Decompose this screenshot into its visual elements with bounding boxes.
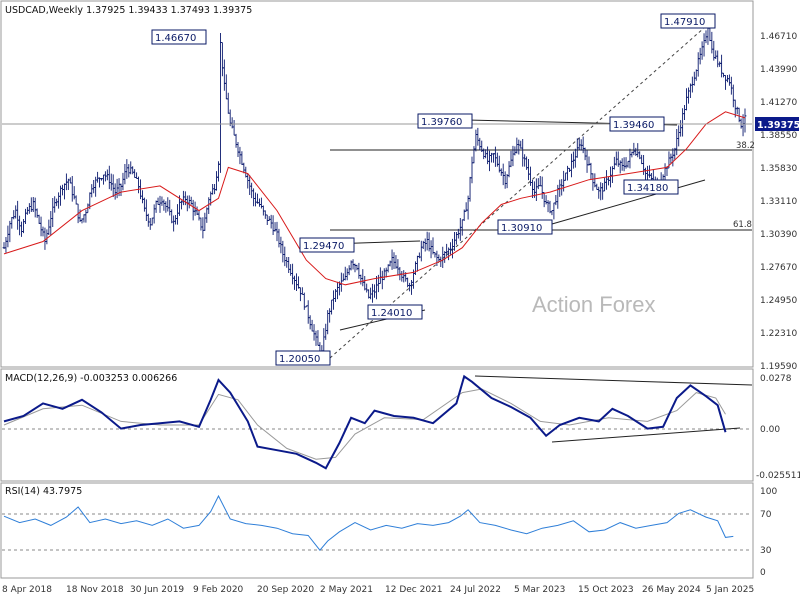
x-tick: 15 Oct 2023 <box>578 585 634 595</box>
price-bar <box>743 108 747 133</box>
price-y-tick: 1.46710 <box>760 32 797 42</box>
level-1-2401: 1.24010 <box>371 308 412 319</box>
price-pane-frame <box>0 0 754 368</box>
rsi-y-tick: 0 <box>760 568 766 578</box>
x-tick: 30 Jun 2019 <box>130 585 184 595</box>
rsi-pane-header: RSI(14) 43.7975 <box>5 486 82 497</box>
x-tick: 18 Nov 2018 <box>66 585 124 595</box>
level-labels: 1.46670 1.47910 1.39760 1.39460 1.34180 … <box>151 13 716 366</box>
price-y-tick: 1.27670 <box>760 263 797 273</box>
macd-upper-trendline <box>474 375 753 386</box>
rsi-pane-frame <box>0 482 754 579</box>
x-tick: 8 Apr 2018 <box>2 585 52 595</box>
x-tick: 26 May 2024 <box>642 585 701 595</box>
level-box <box>497 219 553 235</box>
price-y-tick: 1.41270 <box>760 98 797 108</box>
diagonal-trendline <box>329 19 714 359</box>
price-y-tick: 1.43990 <box>760 65 797 75</box>
price-y-tick: 1.35830 <box>760 164 797 174</box>
level-1-2005: 1.20050 <box>279 354 320 365</box>
price-y-tick: 1.33110 <box>760 197 797 207</box>
macd-lower-trendline <box>551 427 741 443</box>
level-1-3418: 1.34180 <box>627 183 668 194</box>
fib-61-label: 61.8 <box>733 220 752 230</box>
price-y-tick: 1.22310 <box>760 329 797 339</box>
price-y-tick: 1.24950 <box>760 296 797 306</box>
level-box <box>660 13 716 29</box>
price-y-tick: 1.30390 <box>760 230 797 240</box>
x-tick: 2 May 2021 <box>320 585 373 595</box>
x-tick: 5 Jan 2025 <box>706 585 754 595</box>
x-tick: 9 Feb 2020 <box>193 585 244 595</box>
current-price-tag <box>755 117 799 131</box>
macd-y-tick: 0.00 <box>760 425 780 435</box>
price-y-ticks: 1.46710 1.43990 1.41270 1.38550 1.35830 … <box>760 32 797 372</box>
level-box <box>151 29 207 45</box>
moving-average-line <box>3 111 746 286</box>
x-tick: 20 Sep 2020 <box>257 585 314 595</box>
level-box <box>367 304 423 320</box>
macd-line <box>3 374 727 470</box>
level-box <box>609 116 665 132</box>
level-1-2947: 1.29470 <box>303 241 344 252</box>
macd-signal-line <box>3 388 726 460</box>
x-tick: 24 Jul 2022 <box>450 585 501 595</box>
macd-pane-header: MACD(12,26,9) -0.003253 0.006266 <box>5 373 177 384</box>
rsi-y-tick: 70 <box>760 510 772 520</box>
rsi-y-tick: 100 <box>760 487 777 497</box>
x-ticks: 8 Apr 2018 18 Nov 2018 30 Jun 2019 9 Feb… <box>2 585 754 595</box>
rsi-y-tick: 30 <box>760 546 772 556</box>
level-1-3091: 1.30910 <box>501 223 542 234</box>
level-box <box>299 237 355 253</box>
fib-38-label: 38.2 <box>736 141 755 151</box>
level-1-3976: 1.39760 <box>421 117 462 128</box>
rsi-line <box>3 494 734 551</box>
macd-pane-frame <box>0 368 754 482</box>
level-box <box>623 179 679 195</box>
macd-y-tick: -0.025511 <box>756 471 800 481</box>
current-price-label: 1.39375 <box>757 120 800 131</box>
price-bars <box>2 21 747 361</box>
level-1-3946: 1.39460 <box>613 120 654 131</box>
level-box <box>275 350 331 366</box>
x-tick: 5 Mar 2023 <box>514 585 565 595</box>
price-y-tick: 1.38550 <box>760 131 797 141</box>
level-1-4667: 1.46670 <box>155 33 196 44</box>
x-tick: 12 Dec 2021 <box>385 585 443 595</box>
level-1-4791: 1.47910 <box>664 17 705 28</box>
level-box <box>417 113 473 129</box>
price-pane-header: USDCAD,Weekly 1.37925 1.39433 1.37493 1.… <box>5 5 252 16</box>
watermark: Action Forex <box>532 292 656 317</box>
price-y-tick: 1.19590 <box>760 362 797 372</box>
macd-y-tick: 0.0278 <box>760 374 792 384</box>
